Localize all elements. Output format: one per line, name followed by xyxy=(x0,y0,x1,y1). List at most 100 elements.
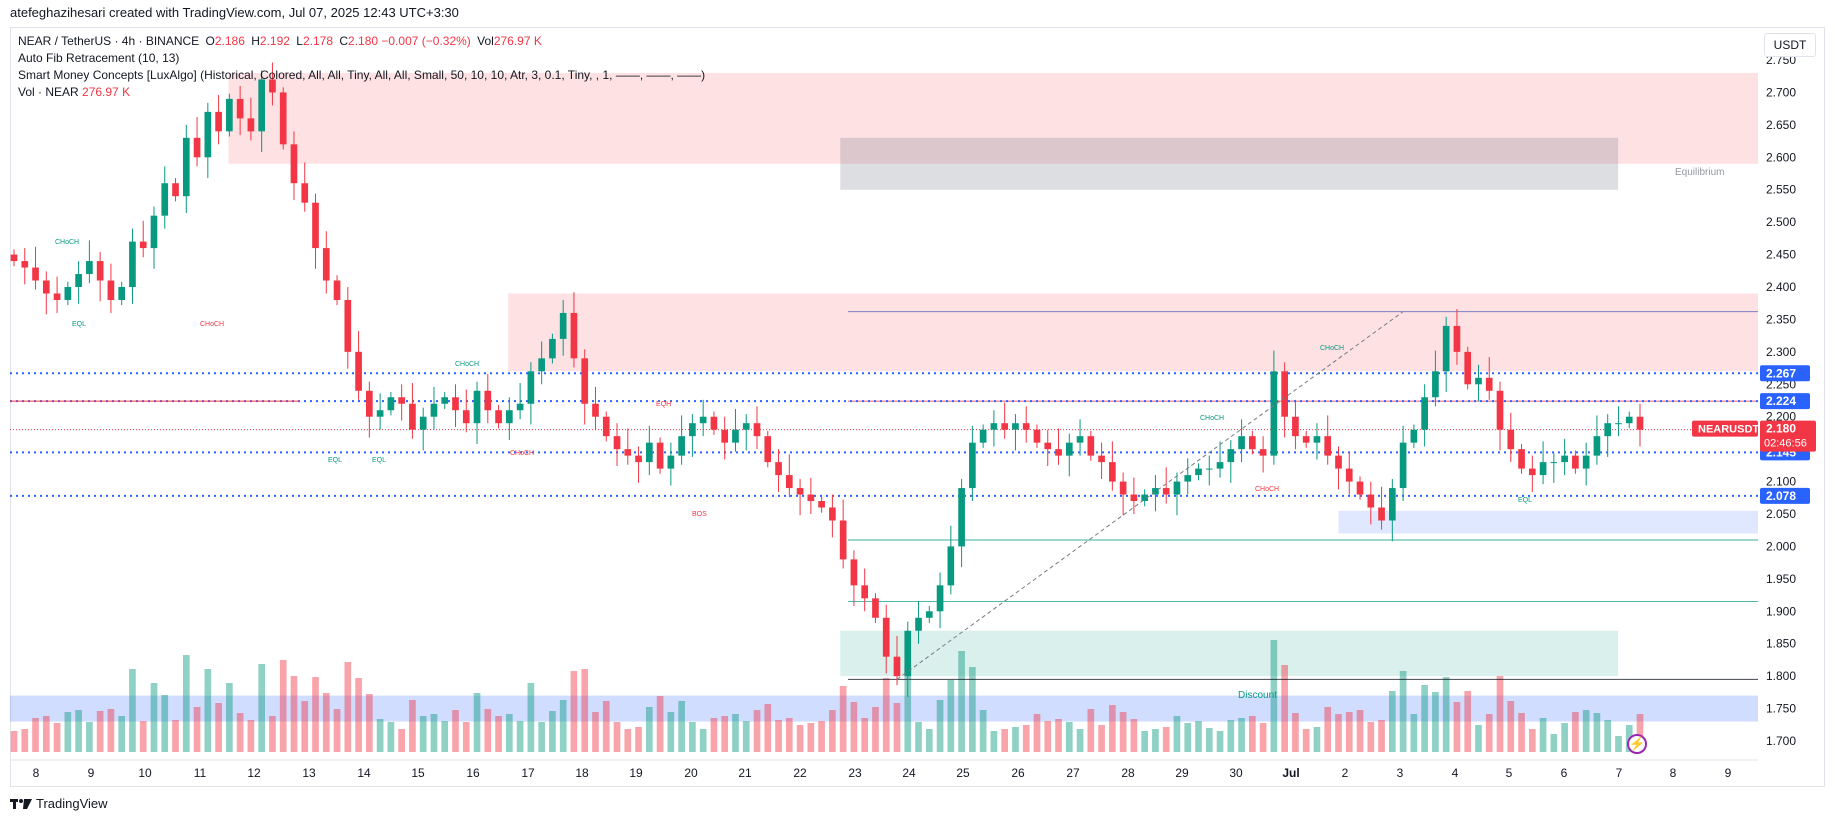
candle-body xyxy=(32,267,39,281)
volume-bar xyxy=(904,665,912,752)
candle-body xyxy=(1205,468,1213,470)
candle-body xyxy=(1184,475,1192,482)
volume-bar xyxy=(1087,709,1095,752)
volume-bar xyxy=(279,660,287,752)
volume-bar xyxy=(1593,713,1601,752)
x-tick-label: 6 xyxy=(1561,766,1568,780)
candle-body xyxy=(236,98,244,119)
volume-bar xyxy=(1561,723,1568,752)
indicator-fib[interactable]: Auto Fib Retracement (10, 13) xyxy=(18,51,180,65)
candle-body xyxy=(1087,436,1095,456)
volume-bar xyxy=(64,712,72,752)
chart-frame[interactable] xyxy=(10,27,1825,787)
candle-body xyxy=(1518,449,1525,469)
candle-body xyxy=(118,287,126,300)
volume-bar xyxy=(581,669,589,752)
candle-body xyxy=(441,397,449,404)
candle-body xyxy=(1475,377,1482,385)
volume-bar xyxy=(721,716,729,752)
open-value: 2.186 xyxy=(214,34,245,48)
price-tag-box xyxy=(1760,393,1810,410)
volume-bar xyxy=(42,716,50,752)
candle-body xyxy=(1625,416,1633,424)
volume-bar xyxy=(236,713,244,752)
candle-body xyxy=(344,299,352,352)
volume-bar xyxy=(1507,701,1515,752)
volume-bar xyxy=(1022,725,1030,752)
volume-bar xyxy=(430,714,438,752)
low-label: L xyxy=(296,34,303,48)
indicator-volume[interactable]: Vol · NEAR 276.97 K xyxy=(18,84,705,101)
x-tick-label: 28 xyxy=(1121,766,1135,780)
candle-body xyxy=(1238,436,1245,450)
candle-body xyxy=(936,585,944,612)
volume-bar xyxy=(635,727,642,752)
x-tick-label: 4 xyxy=(1452,766,1459,780)
volume-bar xyxy=(96,711,104,752)
volume-bar xyxy=(1496,676,1504,752)
candle-body xyxy=(570,312,578,359)
volume-bar xyxy=(1249,716,1256,752)
volume-bar xyxy=(645,707,653,752)
volume-bar xyxy=(1604,720,1612,752)
x-tick-label: 5 xyxy=(1506,766,1513,780)
candle-body xyxy=(656,442,664,469)
y-tick-label: 2.100 xyxy=(1766,475,1796,489)
annotation-label: CHoCH xyxy=(1255,486,1279,493)
volume-bar xyxy=(1184,723,1192,752)
volume-bar xyxy=(53,723,61,752)
volume-bar xyxy=(1528,729,1536,752)
y-tick-label: 2.500 xyxy=(1766,215,1796,229)
candle-body xyxy=(1292,416,1299,437)
volume-bar xyxy=(613,722,621,752)
candle-body xyxy=(1593,436,1601,456)
candle-body xyxy=(484,390,492,411)
volume-bar xyxy=(355,678,362,752)
volume-bar xyxy=(398,729,405,752)
candle-body xyxy=(861,585,869,599)
symbol-name[interactable]: NEAR / TetherUS · 4h · BINANCE xyxy=(18,34,200,48)
x-tick-label: 11 xyxy=(194,766,207,780)
volume-bar xyxy=(1388,691,1396,752)
zone-discount xyxy=(840,630,1619,677)
volume-bar xyxy=(1270,640,1278,752)
candle-body xyxy=(1033,429,1041,443)
volume-bar xyxy=(710,718,718,752)
currency-selector[interactable]: USDT xyxy=(1764,33,1816,57)
candle-body xyxy=(1615,423,1622,425)
volume-bar xyxy=(1378,720,1385,752)
volume-bar xyxy=(387,722,395,752)
annotation-label: CHoCH xyxy=(1320,345,1344,352)
volume-bar xyxy=(1205,728,1213,752)
candle-body xyxy=(1367,494,1375,508)
candle-body xyxy=(366,390,373,417)
volume-bar xyxy=(807,723,815,752)
candle-body xyxy=(1012,423,1019,430)
candle-body xyxy=(1335,455,1342,469)
volume-bar xyxy=(839,686,847,752)
volume-label: Vol xyxy=(477,34,494,48)
x-tick-label: 27 xyxy=(1066,766,1080,780)
candle-body xyxy=(1022,423,1030,430)
y-tick-label: 2.450 xyxy=(1766,248,1796,262)
volume-bar xyxy=(925,729,933,752)
volume-bar xyxy=(667,712,675,752)
legend-symbol-row[interactable]: NEAR / TetherUS · 4h · BINANCE O2.186 H2… xyxy=(18,33,705,50)
indicator-smc[interactable]: Smart Money Concepts [LuxAlgo] (Historic… xyxy=(18,68,706,82)
volume-bar xyxy=(1173,716,1181,752)
candle-body xyxy=(839,520,847,560)
x-tick-label: 16 xyxy=(466,766,480,780)
volume-bar xyxy=(172,720,179,752)
last-price-label: 2.180 xyxy=(1766,422,1796,436)
candle-body xyxy=(1496,390,1504,430)
high-label: H xyxy=(251,34,260,48)
candle-body xyxy=(290,144,298,184)
candle-body xyxy=(904,630,912,677)
volume-bar xyxy=(182,655,190,752)
volume-bar xyxy=(516,721,524,752)
lightning-icon[interactable]: ⚡ xyxy=(1627,734,1647,754)
candle-body xyxy=(86,261,93,275)
candle-body xyxy=(1453,325,1461,352)
x-tick-label: 10 xyxy=(138,766,152,780)
